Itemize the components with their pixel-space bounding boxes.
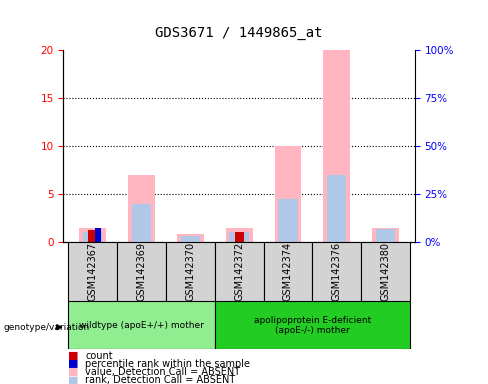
Text: genotype/variation: genotype/variation bbox=[4, 323, 90, 332]
Bar bbox=[181, 236, 200, 242]
Text: percentile rank within the sample: percentile rank within the sample bbox=[85, 359, 250, 369]
Bar bbox=[264, 242, 312, 301]
Text: value, Detection Call = ABSENT: value, Detection Call = ABSENT bbox=[85, 367, 241, 377]
Bar bbox=[95, 227, 101, 242]
Bar bbox=[215, 301, 410, 349]
Text: ■: ■ bbox=[68, 367, 79, 377]
Text: GSM142370: GSM142370 bbox=[185, 242, 195, 301]
Text: GSM142369: GSM142369 bbox=[137, 242, 146, 301]
Bar bbox=[361, 242, 410, 301]
Bar bbox=[88, 230, 97, 242]
Bar bbox=[80, 227, 106, 242]
Text: GSM142376: GSM142376 bbox=[332, 242, 342, 301]
Bar bbox=[235, 232, 244, 242]
Bar bbox=[215, 242, 264, 301]
Bar bbox=[324, 50, 350, 242]
Bar bbox=[312, 242, 361, 301]
Text: ■: ■ bbox=[68, 375, 79, 384]
Bar bbox=[327, 175, 346, 242]
Bar bbox=[372, 227, 399, 242]
Text: wildtype (apoE+/+) mother: wildtype (apoE+/+) mother bbox=[79, 321, 204, 330]
Bar bbox=[278, 199, 298, 242]
Text: apolipoprotein E-deficient
(apoE-/-) mother: apolipoprotein E-deficient (apoE-/-) mot… bbox=[254, 316, 371, 335]
Text: GDS3671 / 1449865_at: GDS3671 / 1449865_at bbox=[155, 26, 323, 40]
Bar bbox=[177, 234, 204, 242]
Bar bbox=[117, 242, 166, 301]
Text: rank, Detection Call = ABSENT: rank, Detection Call = ABSENT bbox=[85, 375, 236, 384]
Text: count: count bbox=[85, 351, 113, 361]
Bar bbox=[229, 232, 249, 242]
Bar bbox=[376, 230, 395, 242]
Bar bbox=[68, 301, 215, 349]
Text: GSM142372: GSM142372 bbox=[234, 242, 244, 301]
Bar bbox=[132, 204, 151, 242]
Text: ■: ■ bbox=[68, 351, 79, 361]
Bar bbox=[226, 227, 253, 242]
Text: GSM142380: GSM142380 bbox=[381, 242, 390, 301]
Bar bbox=[275, 146, 302, 242]
Bar bbox=[83, 232, 102, 242]
Text: GSM142367: GSM142367 bbox=[88, 242, 98, 301]
Bar bbox=[128, 175, 155, 242]
Bar bbox=[166, 242, 215, 301]
Text: ■: ■ bbox=[68, 359, 79, 369]
Text: GSM142374: GSM142374 bbox=[283, 242, 293, 301]
Bar bbox=[68, 242, 117, 301]
